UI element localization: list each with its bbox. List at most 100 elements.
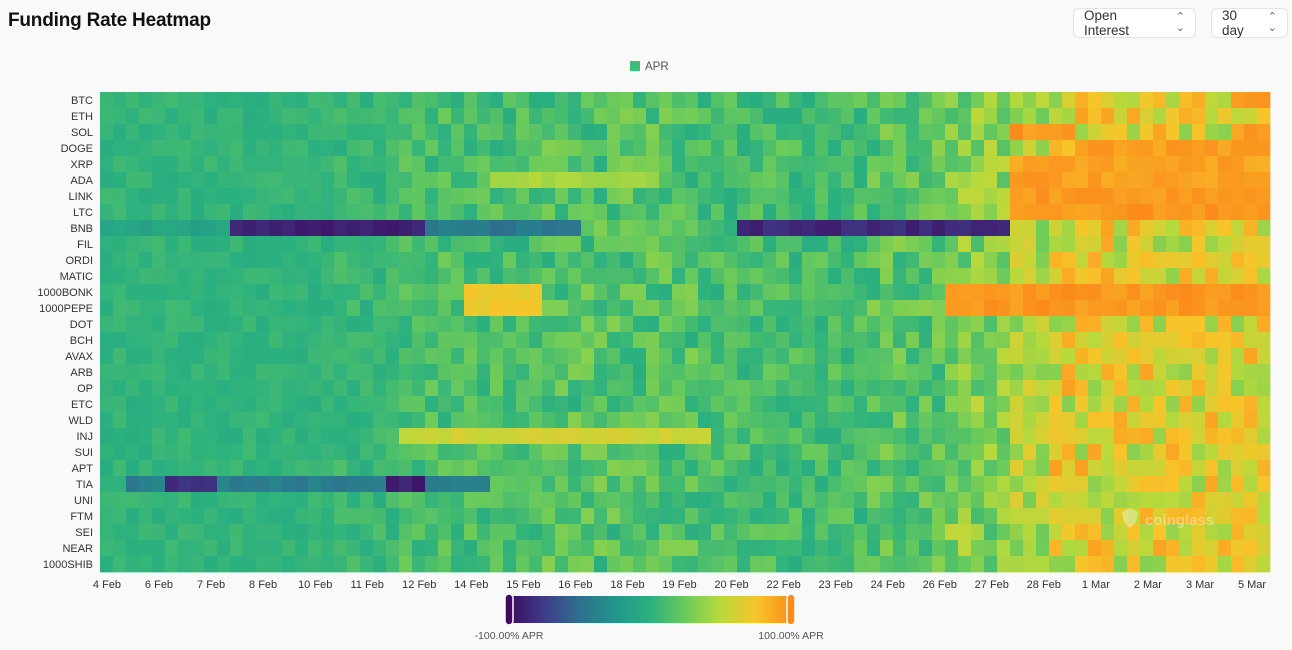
heatmap-cell [113, 140, 127, 157]
heatmap-cell [1114, 524, 1128, 541]
x-tick-label: 7 Feb [197, 579, 225, 591]
heatmap-cell [1114, 380, 1128, 397]
heatmap-cell [646, 428, 660, 445]
heatmap-cell [113, 508, 127, 525]
heatmap-cell [1153, 364, 1167, 381]
heatmap-cell [594, 348, 608, 365]
heatmap-cell [568, 460, 582, 477]
heatmap-cell [178, 284, 192, 301]
heatmap-cell [880, 348, 894, 365]
heatmap-cell [984, 156, 998, 173]
heatmap-cell [906, 284, 920, 301]
heatmap-cell [204, 348, 218, 365]
heatmap-cell [1075, 252, 1089, 269]
heatmap-cell [1088, 428, 1102, 445]
heatmap-cell [282, 348, 296, 365]
heatmap-cell [191, 268, 205, 285]
heatmap-cell [269, 172, 283, 189]
heatmap-cell [1140, 380, 1154, 397]
color-scale-min-handle[interactable] [504, 593, 514, 626]
heatmap-cell [269, 540, 283, 557]
heatmap-cell [1179, 380, 1193, 397]
heatmap-cell [1257, 268, 1271, 285]
heatmap-cell [581, 124, 595, 141]
heatmap-cell [282, 556, 296, 573]
heatmap-cell [477, 316, 491, 333]
heatmap-cell [932, 540, 946, 557]
heatmap-cell [230, 348, 244, 365]
heatmap-cell [308, 108, 322, 125]
heatmap-cell [477, 300, 491, 317]
heatmap-cell [854, 252, 868, 269]
heatmap-cell [178, 332, 192, 349]
heatmap-cell [412, 460, 426, 477]
heatmap-cell [685, 252, 699, 269]
color-scale-max-handle[interactable] [786, 593, 796, 626]
heatmap-cell [1101, 476, 1115, 493]
heatmap-cell [1166, 476, 1180, 493]
heatmap-cell [334, 364, 348, 381]
heatmap-cell [828, 284, 842, 301]
heatmap-cell [672, 300, 686, 317]
heatmap-cell [347, 412, 361, 429]
heatmap-cell [659, 220, 673, 237]
heatmap-cell [1153, 156, 1167, 173]
heatmap-cell [984, 140, 998, 157]
heatmap-cell [672, 444, 686, 461]
heatmap-cell [737, 380, 751, 397]
heatmap-cell [659, 412, 673, 429]
heatmap-cell [1218, 476, 1232, 493]
heatmap-cell [750, 380, 764, 397]
heatmap-cell [1140, 316, 1154, 333]
heatmap-cell [295, 140, 309, 157]
heatmap-cell [165, 460, 179, 477]
heatmap-cell [1218, 524, 1232, 541]
heatmap-cell [516, 364, 530, 381]
heatmap-cell [100, 172, 114, 189]
heatmap-cell [191, 204, 205, 221]
heatmap-cell [672, 412, 686, 429]
period-select[interactable]: 30 day ⌃ ⌄ [1211, 8, 1288, 38]
heatmap-cell [1114, 476, 1128, 493]
heatmap-cell [1166, 332, 1180, 349]
heatmap-cell [438, 476, 452, 493]
color-scale-bar [508, 596, 792, 623]
heatmap-cell [477, 508, 491, 525]
heatmap-cell [490, 492, 504, 509]
heatmap-cell [776, 444, 790, 461]
heatmap-cell [100, 460, 114, 477]
heatmap-cell [191, 284, 205, 301]
heatmap-cell [1023, 380, 1037, 397]
heatmap-cell [113, 460, 127, 477]
heatmap-cell [880, 316, 894, 333]
heatmap-cell [412, 380, 426, 397]
heatmap-cell [607, 108, 621, 125]
heatmap-cell [932, 412, 946, 429]
heatmap-cell [1166, 524, 1180, 541]
heatmap-cell [1010, 140, 1024, 157]
heatmap-cell [1192, 268, 1206, 285]
heatmap-cell [542, 508, 556, 525]
heatmap-cell [1231, 188, 1245, 205]
heatmap-cell [412, 540, 426, 557]
heatmap-cell [1153, 92, 1167, 109]
heatmap-cell [1231, 108, 1245, 125]
heatmap-cell [867, 92, 881, 109]
y-tick-label: XRP [70, 159, 93, 171]
heatmap-cell [1010, 396, 1024, 413]
heatmap-cell [594, 524, 608, 541]
heatmap-cell [1140, 156, 1154, 173]
heatmap-cell [126, 300, 140, 317]
heatmap-cell [1010, 188, 1024, 205]
heatmap-cell [1101, 140, 1115, 157]
heatmap-cell [997, 428, 1011, 445]
heatmap-cell [594, 124, 608, 141]
heatmap-cell [451, 380, 465, 397]
heatmap-cell [880, 140, 894, 157]
heatmap-cell [568, 364, 582, 381]
heatmap-cell [672, 252, 686, 269]
heatmap-cell [945, 364, 959, 381]
heatmap-cell [997, 396, 1011, 413]
heatmap-cell [282, 460, 296, 477]
metric-select[interactable]: Open Interest ⌃ ⌄ [1073, 8, 1196, 38]
